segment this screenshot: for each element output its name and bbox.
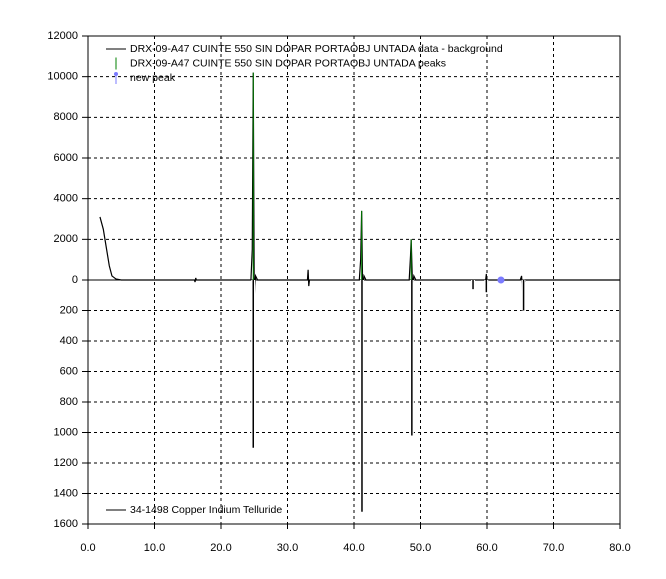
y-tick-label: 12000 [47, 30, 78, 42]
y-tick-label: 10000 [47, 71, 78, 83]
new-peak-marker [497, 276, 505, 284]
legend-label: DRX-09-A47 CUINTE 550 SIN DOPAR PORTAOBJ… [130, 57, 446, 69]
y-tick-label: 6000 [54, 152, 78, 164]
x-tick-label: 50.0 [410, 542, 431, 554]
y-tick-label: 8000 [54, 111, 78, 123]
x-tick-label: 10.0 [144, 542, 165, 554]
x-tick-label: 60.0 [476, 542, 497, 554]
y-tick-label: 4000 [54, 193, 78, 205]
x-tick-label: 80.0 [609, 542, 630, 554]
data-line [99, 72, 620, 297]
y-tick-label: 2000 [54, 233, 78, 245]
y-tick-label: 0 [72, 274, 78, 286]
y-tick-label: 400 [60, 335, 78, 347]
y-tick-label: 200 [60, 304, 78, 316]
x-tick-label: 20.0 [210, 542, 231, 554]
x-tick-label: 70.0 [543, 542, 564, 554]
y-tick-label: 600 [60, 365, 78, 377]
x-tick-label: 40.0 [343, 542, 364, 554]
legend-label: DRX-09-A47 CUINTE 550 SIN DOPAR PORTAOBJ… [130, 43, 503, 55]
legend-swatch [114, 72, 118, 76]
y-tick-label: 1600 [54, 518, 78, 530]
legend-label: 34-1498 Copper Indium Telluride [130, 504, 282, 516]
x-tick-label: 0.0 [80, 542, 95, 554]
legend-label: new peak [130, 72, 176, 84]
y-tick-label: 1200 [54, 457, 78, 469]
y-tick-label: 1000 [54, 426, 78, 438]
y-tick-label: 1400 [54, 487, 78, 499]
y-tick-label: 800 [60, 396, 78, 408]
x-tick-label: 30.0 [277, 542, 298, 554]
